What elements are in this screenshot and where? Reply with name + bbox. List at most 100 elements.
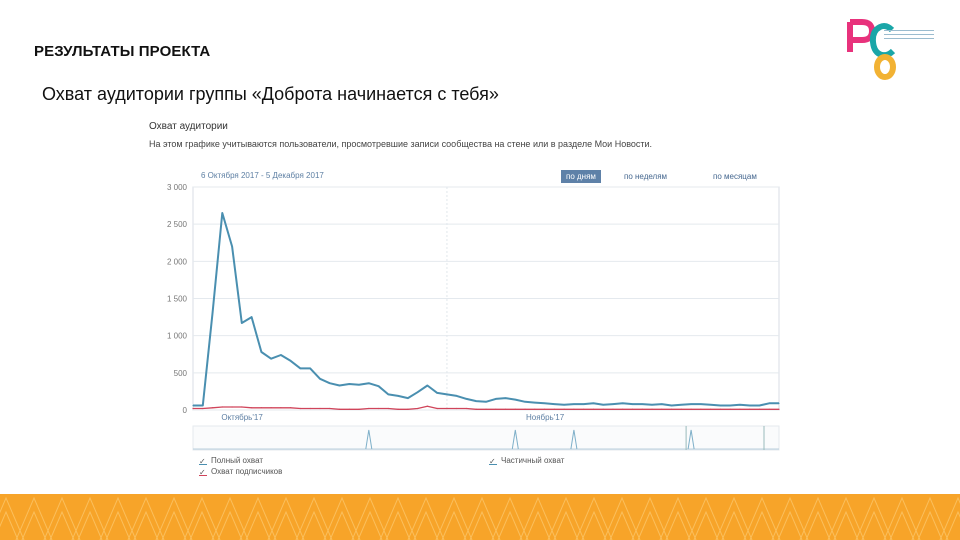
data-point (211, 312, 214, 314)
data-point (465, 407, 468, 410)
data-point (700, 403, 702, 405)
data-point (221, 406, 223, 408)
data-point (231, 406, 233, 408)
navigator-peak (511, 429, 519, 450)
data-point (299, 367, 302, 369)
data-point (749, 404, 751, 407)
data-point (251, 316, 253, 318)
logo-caption (884, 28, 934, 39)
data-point (417, 391, 419, 393)
y-tick-label: 1 500 (167, 295, 188, 304)
mode-by-weeks-button[interactable]: по неделям (624, 172, 668, 181)
data-point (719, 404, 722, 407)
slide-heading: РЕЗУЛЬТАТЫ ПРОЕКТА (34, 43, 211, 60)
data-point (368, 407, 370, 410)
data-point (397, 395, 399, 397)
data-point (553, 408, 555, 410)
panel-title: Охват аудитории (149, 121, 228, 132)
data-point (583, 408, 585, 410)
data-point (329, 407, 331, 410)
data-point (719, 408, 722, 410)
data-point (260, 351, 262, 353)
legend-full-reach-label: Полный охват (211, 456, 264, 465)
data-point (573, 403, 575, 405)
data-point (202, 407, 204, 410)
data-point (387, 407, 389, 410)
y-tick-label: 2 000 (167, 257, 188, 266)
data-point (690, 403, 692, 405)
data-point (446, 393, 448, 395)
data-point (544, 408, 546, 410)
data-point (407, 408, 409, 410)
data-point (680, 408, 682, 410)
legend-partial-reach[interactable]: ✓ Частичный охват (489, 456, 564, 466)
data-point (710, 408, 712, 410)
data-point (749, 408, 751, 410)
data-point (270, 407, 272, 409)
data-point (485, 408, 487, 410)
data-point (524, 408, 526, 410)
band-pattern (0, 496, 960, 540)
logo-letter-r (847, 19, 876, 52)
data-point (710, 404, 712, 406)
data-point (475, 408, 477, 410)
data-point (495, 398, 497, 400)
data-point (504, 408, 507, 410)
data-point (417, 407, 419, 410)
data-point (319, 407, 321, 410)
data-point (631, 408, 634, 410)
data-point (514, 398, 516, 401)
data-point (192, 404, 194, 407)
checkbox-icon: ✓ (199, 468, 207, 477)
data-point (563, 408, 565, 410)
data-point (612, 408, 614, 410)
data-point (329, 382, 331, 384)
panel-description: На этом графике учитываются пользователи… (149, 139, 653, 149)
data-point (612, 403, 614, 405)
date-range-picker[interactable]: 6 Октября 2017 - 5 Декабря 2017 (201, 171, 324, 180)
data-point (700, 408, 702, 410)
data-point (358, 384, 360, 386)
data-point (368, 382, 370, 384)
mode-by-days-button[interactable]: по дням (561, 170, 601, 183)
data-point (661, 408, 663, 410)
data-point (475, 400, 477, 402)
data-point (290, 360, 292, 362)
navigator-peak (687, 429, 695, 450)
slide-subtitle: Охват аудитории группы «Доброта начинает… (42, 84, 499, 104)
data-point (426, 405, 428, 407)
navigator-peak (570, 429, 578, 450)
data-point (465, 398, 468, 400)
data-point (661, 403, 663, 405)
data-point (446, 407, 448, 410)
data-point (270, 358, 272, 360)
data-point (309, 367, 311, 369)
data-point (348, 383, 350, 385)
x-tick-label: Ноябрь'17 (526, 413, 565, 422)
data-point (602, 404, 604, 406)
series-line-full-reach (193, 212, 779, 407)
data-point (251, 407, 253, 409)
data-point (338, 408, 341, 410)
y-tick-label: 500 (174, 369, 188, 378)
data-point (211, 407, 214, 409)
data-point (768, 408, 770, 410)
data-point (338, 384, 341, 387)
data-point (534, 408, 536, 410)
data-point (622, 402, 624, 404)
data-point (202, 404, 204, 407)
data-point (299, 407, 302, 410)
data-point (602, 408, 604, 410)
legend-subscriber-reach-label: Охват подписчиков (211, 467, 283, 476)
navigator-peak (365, 429, 373, 450)
data-point (456, 395, 458, 397)
legend-full-reach[interactable]: ✓ Полный охват (199, 456, 264, 466)
mode-by-months-button[interactable]: по месяцам (713, 172, 757, 181)
legend-subscriber-reach[interactable]: ✓ Охват подписчиков (199, 467, 283, 477)
data-point (524, 401, 526, 403)
y-tick-label: 0 (183, 406, 188, 415)
reach-chart: 3 000 2 500 2 000 1 500 1 000 500 0 Октябрь'17 Н… (167, 183, 780, 451)
data-point (778, 402, 780, 404)
x-tick-label: Октябрь'17 (221, 413, 263, 422)
data-point (583, 403, 585, 405)
